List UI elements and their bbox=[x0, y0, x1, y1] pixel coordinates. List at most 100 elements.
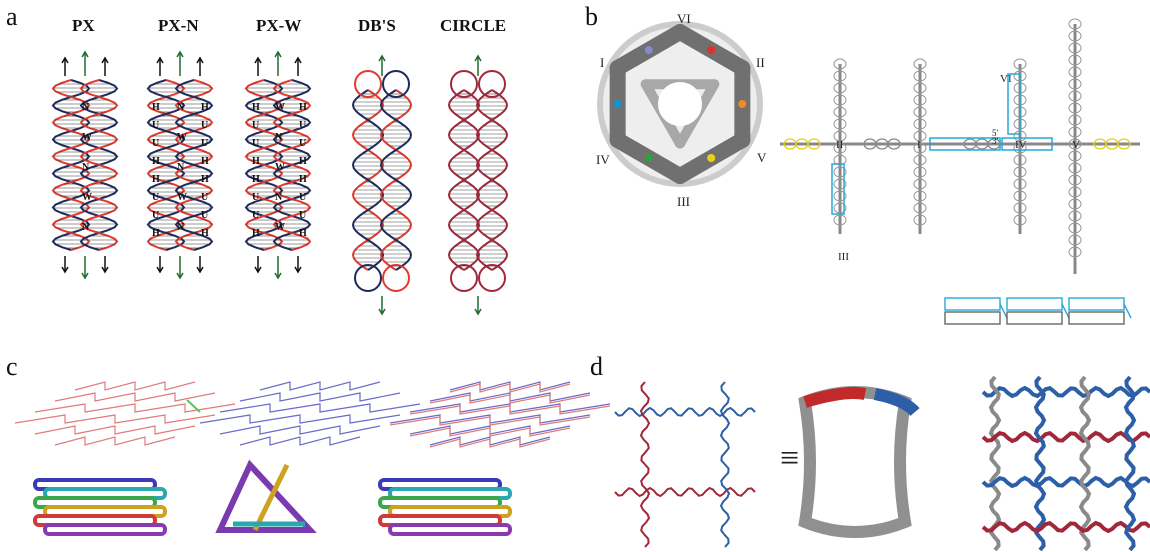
loop-bead bbox=[833, 82, 847, 94]
edge-marker bbox=[707, 46, 716, 54]
arrow-head bbox=[101, 56, 109, 64]
loop-bead bbox=[833, 58, 847, 70]
arrow-head bbox=[196, 56, 204, 64]
panel-d-lattice bbox=[614, 375, 1150, 552]
strand bbox=[79, 79, 119, 251]
cyan-segment bbox=[1001, 137, 1053, 151]
equivalence-symbol: ≡ bbox=[780, 440, 800, 477]
helix-strand bbox=[719, 381, 731, 548]
scaffold-path bbox=[389, 416, 591, 426]
helix-strand bbox=[981, 475, 1150, 489]
loop-bead bbox=[1068, 162, 1082, 174]
edge-marker bbox=[644, 46, 653, 54]
edge-marker bbox=[613, 100, 622, 108]
helix-strand bbox=[639, 381, 651, 548]
arrow-head bbox=[61, 56, 69, 64]
junction-label: W bbox=[275, 102, 285, 113]
loop-bead bbox=[833, 166, 847, 178]
edge-marker bbox=[644, 154, 653, 162]
strand bbox=[244, 79, 284, 251]
panel-b-letter: b bbox=[585, 2, 598, 31]
panel-a-letter: a bbox=[6, 2, 18, 31]
loop-bead bbox=[1013, 166, 1027, 178]
lattice-blue bbox=[199, 381, 421, 446]
side-label: H bbox=[252, 228, 260, 239]
junction-label: W bbox=[82, 192, 92, 203]
cyan-segment bbox=[1007, 73, 1021, 135]
loop-bead bbox=[1068, 90, 1082, 102]
net-vertex-label: VI bbox=[1000, 73, 1012, 85]
side-label: H bbox=[152, 102, 160, 113]
loop-bead bbox=[1013, 154, 1027, 166]
loop-bead bbox=[1013, 178, 1027, 190]
crossover bbox=[1061, 303, 1070, 319]
side-label: U bbox=[201, 120, 208, 131]
loop-bead bbox=[833, 118, 847, 130]
helix-strand bbox=[981, 385, 1150, 399]
side-label: U bbox=[252, 138, 259, 149]
side-label: H bbox=[299, 228, 307, 239]
side-label: H bbox=[201, 174, 209, 185]
strand bbox=[475, 89, 509, 271]
side-label: H bbox=[252, 156, 260, 167]
loop-bead bbox=[913, 190, 927, 202]
loop-bead bbox=[1068, 78, 1082, 90]
junction-label: W bbox=[177, 192, 187, 203]
loop-bead bbox=[1068, 198, 1082, 210]
tube-blue bbox=[873, 388, 920, 417]
hairpin-loop bbox=[382, 70, 410, 98]
vertex-label-iv: IV bbox=[596, 152, 610, 167]
loop-bead bbox=[833, 202, 847, 214]
side-label: U bbox=[201, 138, 208, 149]
arrow-head bbox=[294, 266, 302, 274]
strand bbox=[174, 79, 214, 251]
scaffold-path bbox=[219, 403, 421, 413]
side-label: U bbox=[252, 192, 259, 203]
duplex bbox=[1068, 297, 1125, 311]
col-title-px-n: PX-N bbox=[158, 16, 199, 35]
arrow-head bbox=[61, 266, 69, 274]
scaffold-path bbox=[429, 394, 591, 404]
arrow-head bbox=[196, 266, 204, 274]
net-vertex-label: I bbox=[917, 139, 921, 151]
loop-bead bbox=[1068, 18, 1082, 30]
junction-label: N bbox=[82, 102, 90, 113]
tube-row bbox=[43, 523, 167, 536]
lattice-combined bbox=[389, 381, 611, 448]
green-link bbox=[186, 399, 201, 413]
panel-c-origami bbox=[14, 381, 611, 536]
lattice-model bbox=[981, 375, 1150, 552]
scaffold-path bbox=[239, 392, 401, 402]
scaffold-path bbox=[219, 425, 381, 435]
vertex-label-vi: VI bbox=[677, 11, 691, 26]
loop-bead bbox=[833, 214, 847, 226]
loop-bead bbox=[1013, 142, 1027, 154]
arrow-head bbox=[274, 272, 282, 280]
loop-bead bbox=[1068, 54, 1082, 66]
square-tile-helices bbox=[614, 381, 756, 548]
loop-bead bbox=[1068, 246, 1082, 258]
tube-stack-1 bbox=[33, 478, 167, 536]
loop-bead bbox=[833, 130, 847, 142]
junction-label: W bbox=[275, 222, 285, 233]
side-label: H bbox=[252, 102, 260, 113]
dbs-helix bbox=[351, 54, 413, 316]
loop-bead bbox=[833, 70, 847, 82]
net-vertex-label: II bbox=[836, 139, 844, 151]
loop-bead bbox=[1013, 58, 1027, 70]
panel-c-letter: c bbox=[6, 352, 18, 381]
arrow-head bbox=[176, 50, 184, 58]
scaffold-path bbox=[199, 414, 401, 424]
crossover bbox=[1123, 303, 1132, 319]
loop-bead bbox=[1068, 66, 1082, 78]
scaffold-path bbox=[429, 438, 551, 448]
arrow-head bbox=[378, 308, 386, 316]
loop-bead bbox=[1013, 202, 1027, 214]
loop-bead bbox=[1068, 222, 1082, 234]
side-label: U bbox=[152, 210, 159, 221]
loop-bead bbox=[1068, 174, 1082, 186]
scaffold-path bbox=[449, 383, 571, 393]
